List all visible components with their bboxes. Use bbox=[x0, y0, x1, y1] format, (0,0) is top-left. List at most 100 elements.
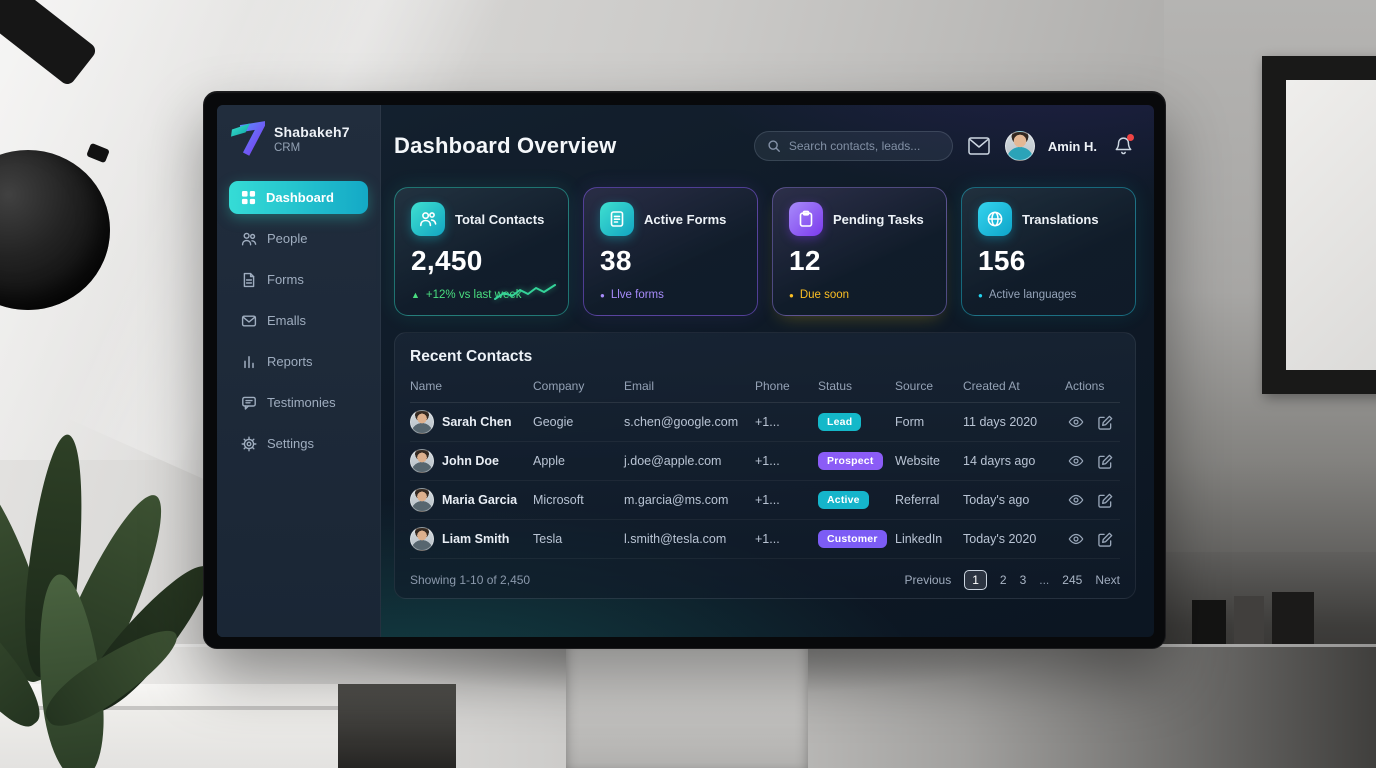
contact-name-cell: Sarah Chen bbox=[410, 410, 533, 434]
pagination: Previous 1 2 3 ... 245 Next bbox=[905, 570, 1120, 590]
column-header-actions: Actions bbox=[1065, 379, 1105, 393]
table-header-row: Name Company Email Phone Status Source C… bbox=[410, 379, 1120, 403]
picture-frame-mat bbox=[1286, 80, 1376, 370]
email-cell: m.garcia@ms.com bbox=[624, 493, 729, 507]
page-ellipsis: ... bbox=[1039, 573, 1050, 587]
recent-contacts-panel: Recent Contacts Name Company Email Phone… bbox=[394, 332, 1136, 599]
page-number-1[interactable]: 1 bbox=[964, 570, 987, 590]
column-header-created: Created At bbox=[963, 379, 1020, 393]
sidebar: Shabakeh7 CRM Dashboard bbox=[217, 105, 381, 637]
next-page-button[interactable]: Next bbox=[1095, 573, 1120, 587]
messages-button[interactable] bbox=[966, 133, 992, 159]
eye-icon bbox=[1068, 494, 1084, 505]
view-button[interactable] bbox=[1068, 532, 1084, 547]
sidebar-item-forms[interactable]: Forms bbox=[229, 263, 368, 296]
card-title: Active Forms bbox=[644, 211, 727, 227]
actions-cell bbox=[1065, 493, 1120, 508]
notifications-button[interactable] bbox=[1110, 133, 1136, 159]
source-cell: LinkedIn bbox=[895, 532, 943, 546]
page-number-3[interactable]: 3 bbox=[1019, 573, 1027, 587]
sidebar-item-dashboard[interactable]: Dashboard bbox=[229, 181, 368, 214]
showing-label: Showing 1-10 of 2,450 bbox=[410, 573, 531, 587]
card-value: 12 bbox=[789, 245, 821, 276]
stat-card-total-contacts: Total Contacts 2,450 ▲ +12% vs last week bbox=[394, 187, 569, 316]
view-button[interactable] bbox=[1068, 493, 1084, 508]
brand: Shabakeh7 CRM bbox=[229, 121, 368, 157]
avatar bbox=[410, 410, 434, 434]
view-button[interactable] bbox=[1068, 454, 1084, 469]
monitor-stand bbox=[566, 646, 808, 768]
edit-icon bbox=[1098, 493, 1113, 508]
sidebar-item-label: Testimonies bbox=[267, 395, 336, 410]
dashboard-grid-icon bbox=[241, 190, 256, 205]
column-header-source: Source bbox=[895, 379, 934, 393]
card-sublabel: ● Llve forms bbox=[600, 289, 664, 301]
bell-icon bbox=[1115, 137, 1131, 155]
edit-icon bbox=[1098, 454, 1113, 469]
card-sublabel: ● Active languages bbox=[978, 289, 1077, 301]
crm-app-window: Shabakeh7 CRM Dashboard bbox=[217, 105, 1154, 637]
created-cell: 11 days 2020 bbox=[963, 415, 1038, 429]
search-icon bbox=[768, 140, 780, 152]
stat-cards: Total Contacts 2,450 ▲ +12% vs last week bbox=[394, 187, 1136, 316]
brand-name: Shabakeh7 bbox=[274, 124, 350, 140]
card-value: 156 bbox=[978, 245, 1026, 276]
sidebar-item-reports[interactable]: Reports bbox=[229, 345, 368, 378]
edit-button[interactable] bbox=[1098, 493, 1113, 508]
main-content: Dashboard Overview bbox=[381, 105, 1154, 637]
card-head: Pending Tasks bbox=[789, 202, 930, 236]
company-cell: Geogie bbox=[533, 415, 574, 429]
topbar: Dashboard Overview bbox=[394, 129, 1136, 163]
view-button[interactable] bbox=[1068, 415, 1084, 430]
contact-name-cell: Liam Smith bbox=[410, 527, 533, 551]
edit-button[interactable] bbox=[1098, 532, 1113, 547]
sidebar-item-label: Forms bbox=[267, 272, 304, 287]
email-cell: l.smith@tesla.com bbox=[624, 532, 727, 546]
created-cell: 14 dayrs ago bbox=[963, 454, 1036, 468]
card-head: Translations bbox=[978, 202, 1119, 236]
company-cell: Apple bbox=[533, 454, 565, 468]
contact-name-cell: Maria Garcia bbox=[410, 488, 533, 512]
user-avatar[interactable] bbox=[1004, 131, 1035, 161]
table-footer: Showing 1-10 of 2,450 Previous 1 2 3 ...… bbox=[410, 559, 1120, 601]
actions-cell bbox=[1065, 532, 1120, 547]
settings-gear-icon bbox=[241, 436, 257, 451]
column-header-phone: Phone bbox=[755, 379, 790, 393]
table-row: Liam Smith Tesla l.smith@tesla.com +1...… bbox=[410, 520, 1120, 559]
sidebar-item-testimonies[interactable]: Testimonies bbox=[229, 386, 368, 419]
page-number-245[interactable]: 245 bbox=[1062, 573, 1083, 587]
previous-page-button[interactable]: Previous bbox=[904, 573, 952, 587]
edit-button[interactable] bbox=[1098, 415, 1113, 430]
table-row: Maria Garcia Microsoft m.garcia@ms.com +… bbox=[410, 481, 1120, 520]
sidebar-item-people[interactable]: People bbox=[229, 222, 368, 255]
created-cell: Today's 2020 bbox=[963, 532, 1037, 546]
card-title: Pending Tasks bbox=[833, 211, 924, 227]
actions-cell bbox=[1065, 415, 1120, 430]
search-input[interactable] bbox=[788, 139, 940, 153]
phone-cell: +1... bbox=[755, 532, 780, 546]
company-cell: Tesla bbox=[533, 532, 563, 546]
sidebar-item-settings[interactable]: Settings bbox=[229, 427, 368, 460]
forms-icon bbox=[243, 272, 255, 287]
status-dot: ● bbox=[789, 290, 794, 300]
page-number-2[interactable]: 2 bbox=[999, 573, 1007, 587]
card-sublabel: ● Due soon bbox=[789, 289, 850, 301]
sidebar-item-label: Settings bbox=[267, 436, 314, 451]
notification-dot bbox=[1127, 134, 1134, 141]
eye-icon bbox=[1068, 533, 1084, 544]
form-icon bbox=[600, 202, 634, 236]
brand-subtitle: CRM bbox=[274, 142, 301, 154]
edit-icon bbox=[1098, 415, 1113, 430]
status-dot: ● bbox=[978, 290, 983, 300]
stat-card-pending-tasks: Pending Tasks 12 ● Due soon bbox=[772, 187, 947, 316]
status-badge: Lead bbox=[818, 413, 862, 431]
sidebar-item-emails[interactable]: Emalls bbox=[229, 304, 368, 337]
column-header-status: Status bbox=[818, 379, 853, 393]
edit-button[interactable] bbox=[1098, 454, 1113, 469]
edit-icon bbox=[1098, 532, 1113, 547]
search-bar[interactable] bbox=[753, 131, 953, 161]
avatar bbox=[410, 449, 434, 473]
source-cell: Form bbox=[895, 415, 925, 429]
avatar bbox=[410, 488, 434, 512]
globe-icon bbox=[978, 202, 1012, 236]
